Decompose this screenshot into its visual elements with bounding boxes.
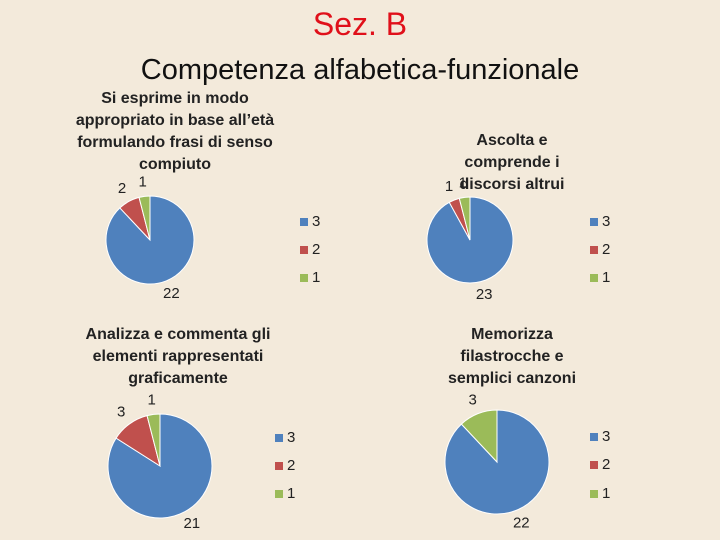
legend-label: 1 [602,269,610,286]
legend-swatch [275,434,283,442]
legend-label: 3 [602,428,610,445]
legend-label: 2 [602,456,610,473]
legend-swatch [590,218,598,226]
data-label: 1 [148,391,156,408]
data-label: 23 [476,286,493,303]
data-label: 22 [163,285,180,302]
data-label: 22 [513,514,530,531]
slide-subtitle: Competenza alfabetica-funzionale [140,54,580,86]
data-label: 3 [117,404,125,421]
pie-slice [458,196,471,241]
legend-label: 2 [287,457,295,474]
pie-title: Analizza e commenta gli elementi rappres… [85,326,271,387]
pie-title: Memorizza filastrocche e semplici canzon… [447,326,577,387]
data-label: 3 [469,392,477,409]
legend-label: 1 [312,269,320,286]
legend-label: 1 [602,485,610,502]
legend-label: 3 [287,429,295,446]
legend-swatch [590,490,598,498]
data-label: 21 [183,515,200,532]
legend-label: 2 [312,241,320,258]
legend-swatch [300,274,308,282]
legend-swatch [590,433,598,441]
pie-title: Si esprime in modo appropriato in base a… [75,90,275,173]
legend-label: 3 [602,213,610,230]
legend-label: 1 [287,485,295,502]
legend-swatch [275,490,283,498]
legend-swatch [590,274,598,282]
legend-swatch [275,462,283,470]
slide-title: Sez. B [312,6,408,42]
legend-swatch [300,246,308,254]
data-label: 2 [118,180,126,197]
legend-label: 3 [312,213,320,230]
pie-slice [460,409,498,464]
pie-title: Ascolta e comprende i discorsi altrui [459,132,565,193]
pie-slice [138,195,151,241]
data-label: 1 [139,173,147,190]
data-label: 1 [445,178,453,195]
legend-swatch [590,246,598,254]
legend-swatch [300,218,308,226]
legend-swatch [590,461,598,469]
data-label: 1 [459,174,467,191]
legend-label: 2 [602,241,610,258]
pie-slice [146,413,161,467]
pie-slice [107,413,213,519]
